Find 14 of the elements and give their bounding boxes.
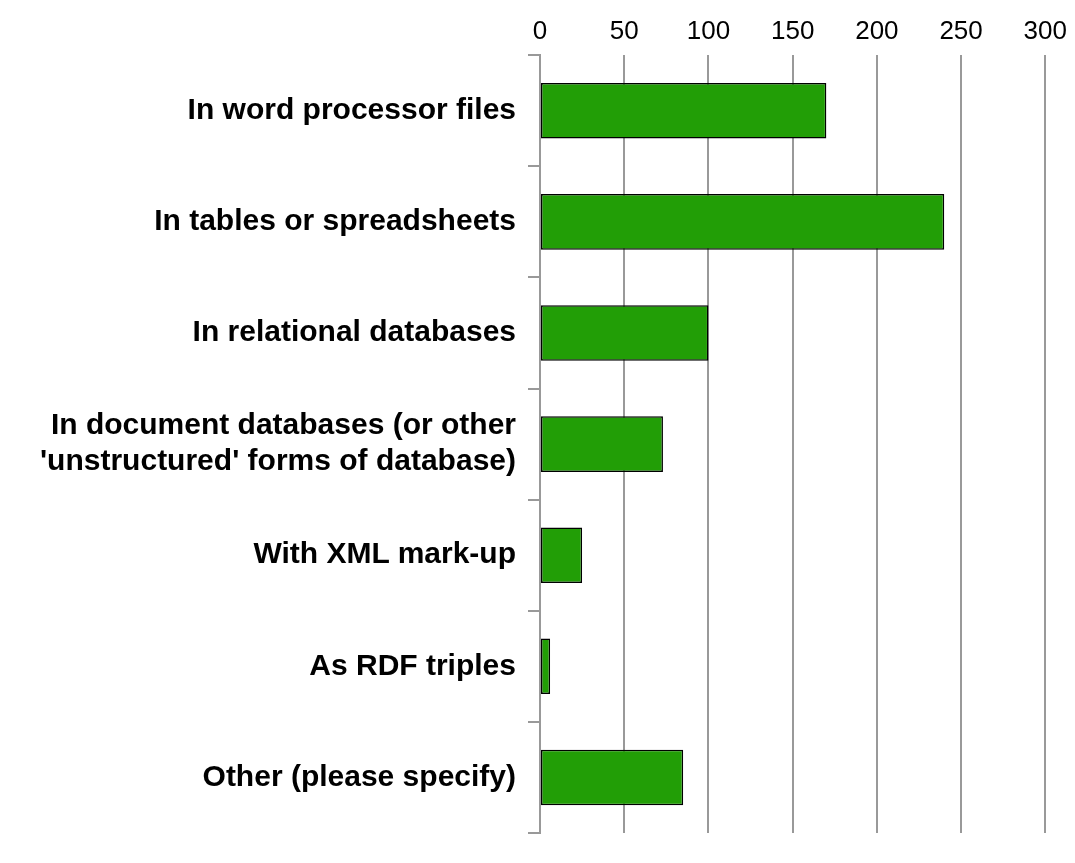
- y-tick-label: With XML mark-up: [253, 536, 516, 570]
- y-tick-label: In relational databases: [192, 314, 516, 348]
- x-tick-label: 250: [939, 14, 983, 45]
- y-tick-label: In document databases (or other 'unstructured' forms of database): [39, 407, 517, 477]
- x-tick-label: 200: [855, 14, 899, 45]
- x-tick-label: 0: [532, 14, 548, 45]
- y-tick-label: As RDF triples: [309, 647, 516, 681]
- y-tick-label: Other (please specify): [202, 758, 516, 792]
- y-tick-label: In tables or spreadsheets: [154, 203, 516, 237]
- x-tick-label: 150: [770, 14, 815, 45]
- x-tick-label: 100: [686, 14, 731, 45]
- x-tick-label: 50: [609, 14, 639, 45]
- x-tick-label: 300: [1023, 14, 1068, 45]
- y-tick-label: In word processor files: [187, 92, 516, 126]
